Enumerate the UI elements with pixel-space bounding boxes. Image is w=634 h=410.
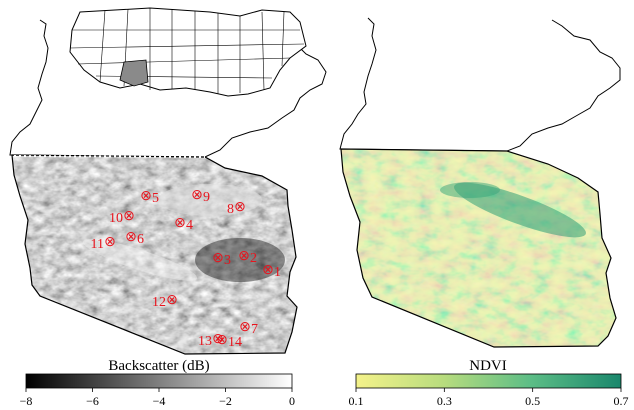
site-marker-icon: ⊗ <box>212 251 224 266</box>
site-label: 8 <box>227 202 234 217</box>
site-marker-icon: ⊗ <box>212 332 224 347</box>
colorbar-tick-label: 0.3 <box>437 394 452 408</box>
site-label: 12 <box>152 295 166 310</box>
site-marker-icon: ⊗ <box>234 200 246 215</box>
site-label: 10 <box>109 211 123 226</box>
colorbar-ndvi: NDVI 0.1 0.3 0.5 0.7 <box>349 358 629 408</box>
site-label: 4 <box>186 218 193 233</box>
colorbar-tick-label: −2 <box>219 394 232 408</box>
site-marker-icon: ⊗ <box>262 263 274 278</box>
colorbar-bar-ndvi <box>355 373 622 389</box>
colorbar-tick-label: 0.5 <box>525 394 540 408</box>
site-marker-icon: ⊗ <box>166 293 178 308</box>
site-label: 14 <box>228 335 242 350</box>
colorbar-backscatter: Backscatter (dB) −8 −6 −4 −2 0 <box>20 358 295 408</box>
site-label: 13 <box>198 334 212 349</box>
colorbar-title-backscatter: Backscatter (dB) <box>108 358 209 374</box>
site-label: 1 <box>274 265 281 280</box>
site-label: 9 <box>203 190 210 205</box>
basin-outline-upper <box>9 19 327 158</box>
site-marker-icon: ⊗ <box>239 320 251 335</box>
usa-inset-map <box>69 7 307 97</box>
colorbar-title-ndvi: NDVI <box>469 358 507 374</box>
site-marker-icon: ⊗ <box>125 230 137 245</box>
colorbar-bar-backscatter <box>25 373 293 389</box>
colorbar-tick-label: −6 <box>86 394 99 408</box>
basin-outline-upper-right <box>339 17 621 152</box>
site-label: 3 <box>224 253 231 268</box>
site-marker-icon: ⊗ <box>123 209 135 224</box>
colorbar-tick-label: 0.1 <box>349 394 364 408</box>
site-label: 6 <box>137 232 144 247</box>
site-marker-icon: ⊗ <box>191 188 203 203</box>
site-label: 7 <box>251 322 258 337</box>
site-markers: ⊗ 1⊗ 2⊗ 3⊗ 4⊗ 5⊗ 6⊗ 7⊗8⊗ 9⊗10⊗11⊗12⊗13 ⊗ 14 <box>91 188 281 350</box>
colorbar-tick-label: −8 <box>20 394 33 408</box>
colorbar-tick-label: 0.7 <box>614 394 629 408</box>
backscatter-map <box>9 19 327 355</box>
site-marker-icon: ⊗ <box>238 249 250 264</box>
site-label: 11 <box>91 237 104 252</box>
site-marker-icon: ⊗ <box>216 333 228 348</box>
site-label: 5 <box>152 191 159 206</box>
site-marker-icon: ⊗ <box>104 235 116 250</box>
ndvi-map <box>339 17 621 348</box>
colorbar-tick-label: −4 <box>153 394 166 408</box>
arizona-highlight <box>119 59 149 87</box>
colorbar-tick-label: 0 <box>289 394 295 408</box>
site-marker-icon: ⊗ <box>140 189 152 204</box>
site-marker-icon: ⊗ <box>174 216 186 231</box>
site-label: 2 <box>250 251 257 266</box>
